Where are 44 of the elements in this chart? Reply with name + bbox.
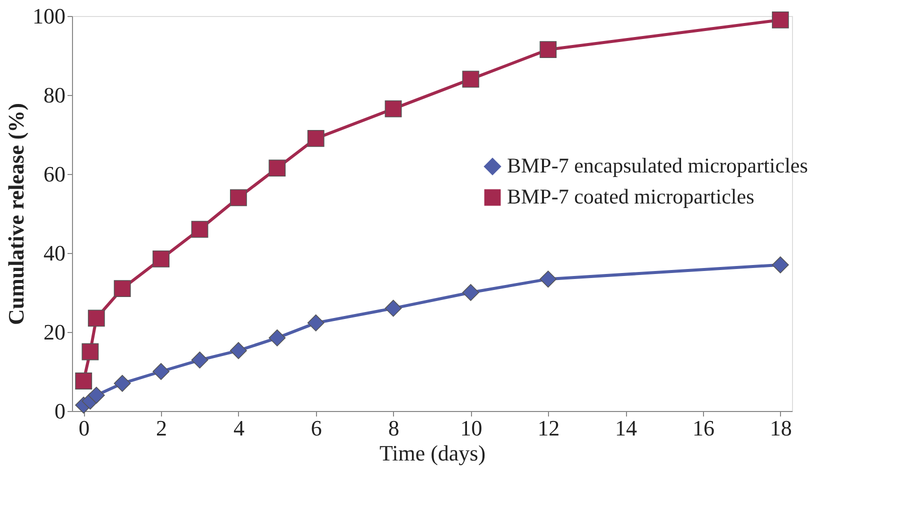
point bbox=[268, 160, 286, 177]
y-tick-label: 60 bbox=[44, 162, 66, 186]
point bbox=[152, 250, 170, 268]
point bbox=[191, 220, 208, 238]
y-tick-label: 20 bbox=[44, 320, 66, 344]
point bbox=[307, 130, 324, 147]
x-axis-title: Time (days) bbox=[379, 440, 486, 466]
x-tick-label: 12 bbox=[538, 416, 560, 440]
point bbox=[82, 343, 99, 360]
x-tick-label: 14 bbox=[615, 416, 638, 440]
x-tick-label: 16 bbox=[692, 416, 714, 440]
x-tick-label: 2 bbox=[156, 416, 168, 440]
point bbox=[540, 41, 557, 58]
point bbox=[384, 100, 402, 118]
legend-label: BMP-7 encapsulated microparticles bbox=[507, 154, 808, 178]
point bbox=[88, 386, 105, 404]
point bbox=[307, 314, 324, 332]
point bbox=[462, 284, 480, 301]
x-tick-label: 0 bbox=[78, 416, 90, 440]
point bbox=[152, 363, 170, 380]
point bbox=[114, 374, 131, 392]
y-axis-title: Cumulative release (%) bbox=[4, 103, 28, 325]
point bbox=[268, 329, 286, 346]
point bbox=[384, 300, 402, 317]
point bbox=[75, 372, 92, 390]
legend-label: BMP-7 coated microparticles bbox=[507, 184, 754, 208]
point bbox=[540, 270, 557, 288]
x-tick-label: 10 bbox=[460, 416, 482, 440]
y-tick-label: 40 bbox=[44, 240, 66, 266]
point bbox=[191, 352, 208, 369]
x-tick-label: 6 bbox=[310, 416, 322, 440]
point bbox=[88, 310, 105, 327]
point bbox=[462, 70, 480, 88]
point bbox=[772, 11, 789, 28]
x-tick-label: 4 bbox=[233, 416, 244, 440]
point bbox=[230, 342, 247, 360]
y-tick-label: 0 bbox=[54, 398, 66, 424]
x-tick-label: 8 bbox=[388, 416, 400, 440]
x-tick-label: 18 bbox=[770, 416, 792, 440]
y-tick-label: 80 bbox=[44, 82, 66, 108]
point bbox=[772, 256, 789, 274]
point bbox=[114, 280, 131, 298]
point bbox=[230, 189, 247, 206]
y-tick-label: 100 bbox=[32, 4, 66, 28]
